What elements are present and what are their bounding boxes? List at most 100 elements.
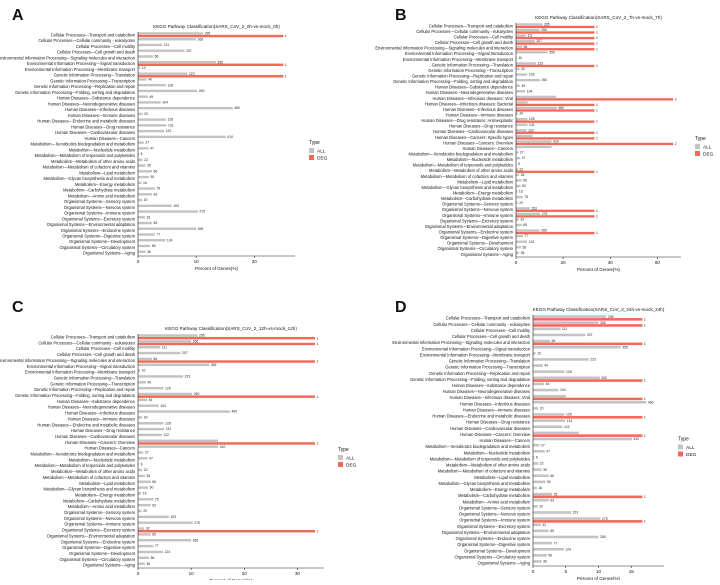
bar-value-label: 1	[596, 120, 598, 124]
category-label: Cellular Processes---Transport and catab…	[446, 316, 531, 321]
bar-all	[533, 327, 561, 331]
category-label: Human Diseases---Drug resistance	[466, 420, 531, 425]
category-label: Metabolism---Amino acid metabolism	[68, 504, 136, 509]
bar-value-label: 63	[550, 498, 554, 502]
bar-deg	[516, 142, 674, 146]
category-label: Metabolism---Metabolism of terpenoids an…	[413, 163, 513, 168]
category-label: Environmental Information Processing---M…	[25, 67, 136, 72]
bar-deg	[533, 495, 643, 499]
category-label: Organismal Systems---Sensory system	[459, 505, 531, 510]
category-label: Human Diseases---Infectious diseases: Ba…	[425, 101, 513, 106]
x-tick-label: 20	[242, 571, 248, 576]
category-label: Organismal Systems---Digestive system	[62, 233, 135, 238]
bar-value-label: 27	[520, 151, 524, 155]
legend-title: Type	[309, 140, 320, 146]
category-label: Human Diseases---Neurodegenerative disea…	[48, 101, 135, 106]
category-label: Metabolism---Nucleotide metabolism	[464, 450, 531, 455]
category-label: Environmental Information Processing---M…	[403, 57, 514, 62]
bar-all	[516, 223, 522, 227]
bar-value-label: 35	[543, 468, 547, 472]
bar-deg	[533, 434, 643, 437]
bar-value-label: 275	[602, 517, 608, 521]
category-label: Organismal Systems---Sensory system	[64, 510, 136, 515]
bar-all	[533, 382, 545, 386]
bar-value-label: 124	[164, 550, 170, 554]
bar-value-label: 1	[596, 131, 598, 135]
bar-value-label: 40	[544, 364, 548, 368]
bar-all	[533, 388, 559, 392]
legend-swatch-all	[309, 148, 314, 153]
category-label: Environmental Information Processing---S…	[0, 358, 136, 363]
bar-all	[138, 375, 184, 378]
category-label: Metabolism---Glycan biosynthesis and met…	[44, 176, 136, 181]
category-label: Human Diseases---Drug resistance	[71, 428, 136, 433]
category-label: Metabolism---Metabolism of cofactors and…	[421, 174, 513, 179]
category-label: Genetic Information Processing---Transla…	[449, 359, 531, 364]
bar-value-label: 20	[144, 112, 148, 116]
category-label: Cellular Processes---Cellular community …	[416, 29, 513, 34]
category-label: Cellular Processes---Cell growth and dea…	[57, 352, 136, 357]
bar-all	[516, 78, 541, 82]
bar-value-label: 1	[644, 434, 646, 438]
bar-deg	[138, 395, 315, 398]
bar-value-label: 40	[147, 380, 151, 384]
bar-value-label: 32	[146, 527, 150, 531]
category-label: Organismal Systems---Development	[69, 551, 136, 556]
legend-label-all: ALL	[346, 456, 355, 462]
bar-value-label: 111	[562, 327, 567, 331]
category-label: Organismal Systems---Excretory system	[62, 528, 136, 533]
bar-value-label: 35	[521, 173, 525, 177]
bar-all	[138, 141, 144, 144]
category-label: Organismal Systems---Environmental adapt…	[47, 222, 136, 227]
bar-deg	[138, 442, 315, 445]
category-label: Cellular Processes---Cell growth and dea…	[57, 50, 136, 55]
category-label: Metabolism---Carbohydrate metabolism	[63, 188, 135, 193]
bar-value-label: 66	[153, 357, 157, 361]
bar-deg	[533, 520, 643, 523]
bar-all	[533, 486, 537, 490]
bar-all	[138, 101, 161, 104]
category-label: Human Diseases---Drug resistance	[449, 124, 514, 129]
bar-value-label: 122	[564, 425, 570, 429]
bar-value-label: 45	[149, 95, 153, 99]
category-label: Metabolism---Metabolism of cofactors and…	[438, 469, 530, 474]
bar-all	[533, 339, 551, 343]
category-label: Environmental Information Processing---S…	[422, 346, 531, 351]
x-tick-label: 15	[629, 569, 635, 574]
bar-value-label: 35	[146, 474, 150, 478]
bar-all	[138, 462, 140, 466]
bar-all	[138, 457, 148, 460]
bar-value-label: 275	[542, 212, 548, 216]
category-label: Human Diseases---Infectious diseases	[460, 401, 530, 406]
bar-all	[138, 521, 193, 524]
bar-all	[138, 193, 152, 196]
bar-all	[138, 198, 143, 202]
bar-all	[138, 433, 162, 437]
bar-value-label: 75	[155, 497, 159, 501]
bar-value-label: 410	[553, 139, 559, 143]
bar-all	[138, 55, 154, 58]
category-label: Organismal Systems---Nervous system	[64, 205, 136, 210]
category-label: Metabolism---Glycan biosynthesis and met…	[44, 487, 136, 492]
bar-value-label: 50	[150, 486, 154, 490]
bar-value-label: 47	[149, 456, 153, 460]
category-label: Organismal Systems---Excretory system	[440, 218, 514, 223]
bar-value-label: 104	[560, 388, 566, 392]
bar-value-label: 355	[549, 50, 555, 54]
bar-value-label: 207	[536, 39, 542, 43]
bar-value-label: 45	[149, 398, 153, 402]
bar-value-label: 126	[167, 83, 173, 87]
bar-all	[516, 28, 540, 32]
category-label: Human Diseases---Infectious diseases: Vi…	[433, 96, 514, 101]
bar-value-label: 1	[596, 209, 598, 213]
bar-value-label: 66	[153, 169, 157, 173]
legend-title: Type	[695, 136, 706, 142]
category-label: Metabolism---Metabolism of terpenoids an…	[35, 463, 135, 468]
bar-deg	[138, 529, 315, 533]
bar-all	[516, 179, 522, 182]
category-label: Metabolism---Metabolism of cofactors and…	[43, 475, 135, 480]
category-label: Metabolism---Glycan biosynthesis and met…	[422, 185, 514, 190]
bar-value-label: 6	[536, 456, 538, 460]
bar-value-label: 32	[520, 217, 524, 221]
bar-value-label: 223	[185, 375, 191, 379]
